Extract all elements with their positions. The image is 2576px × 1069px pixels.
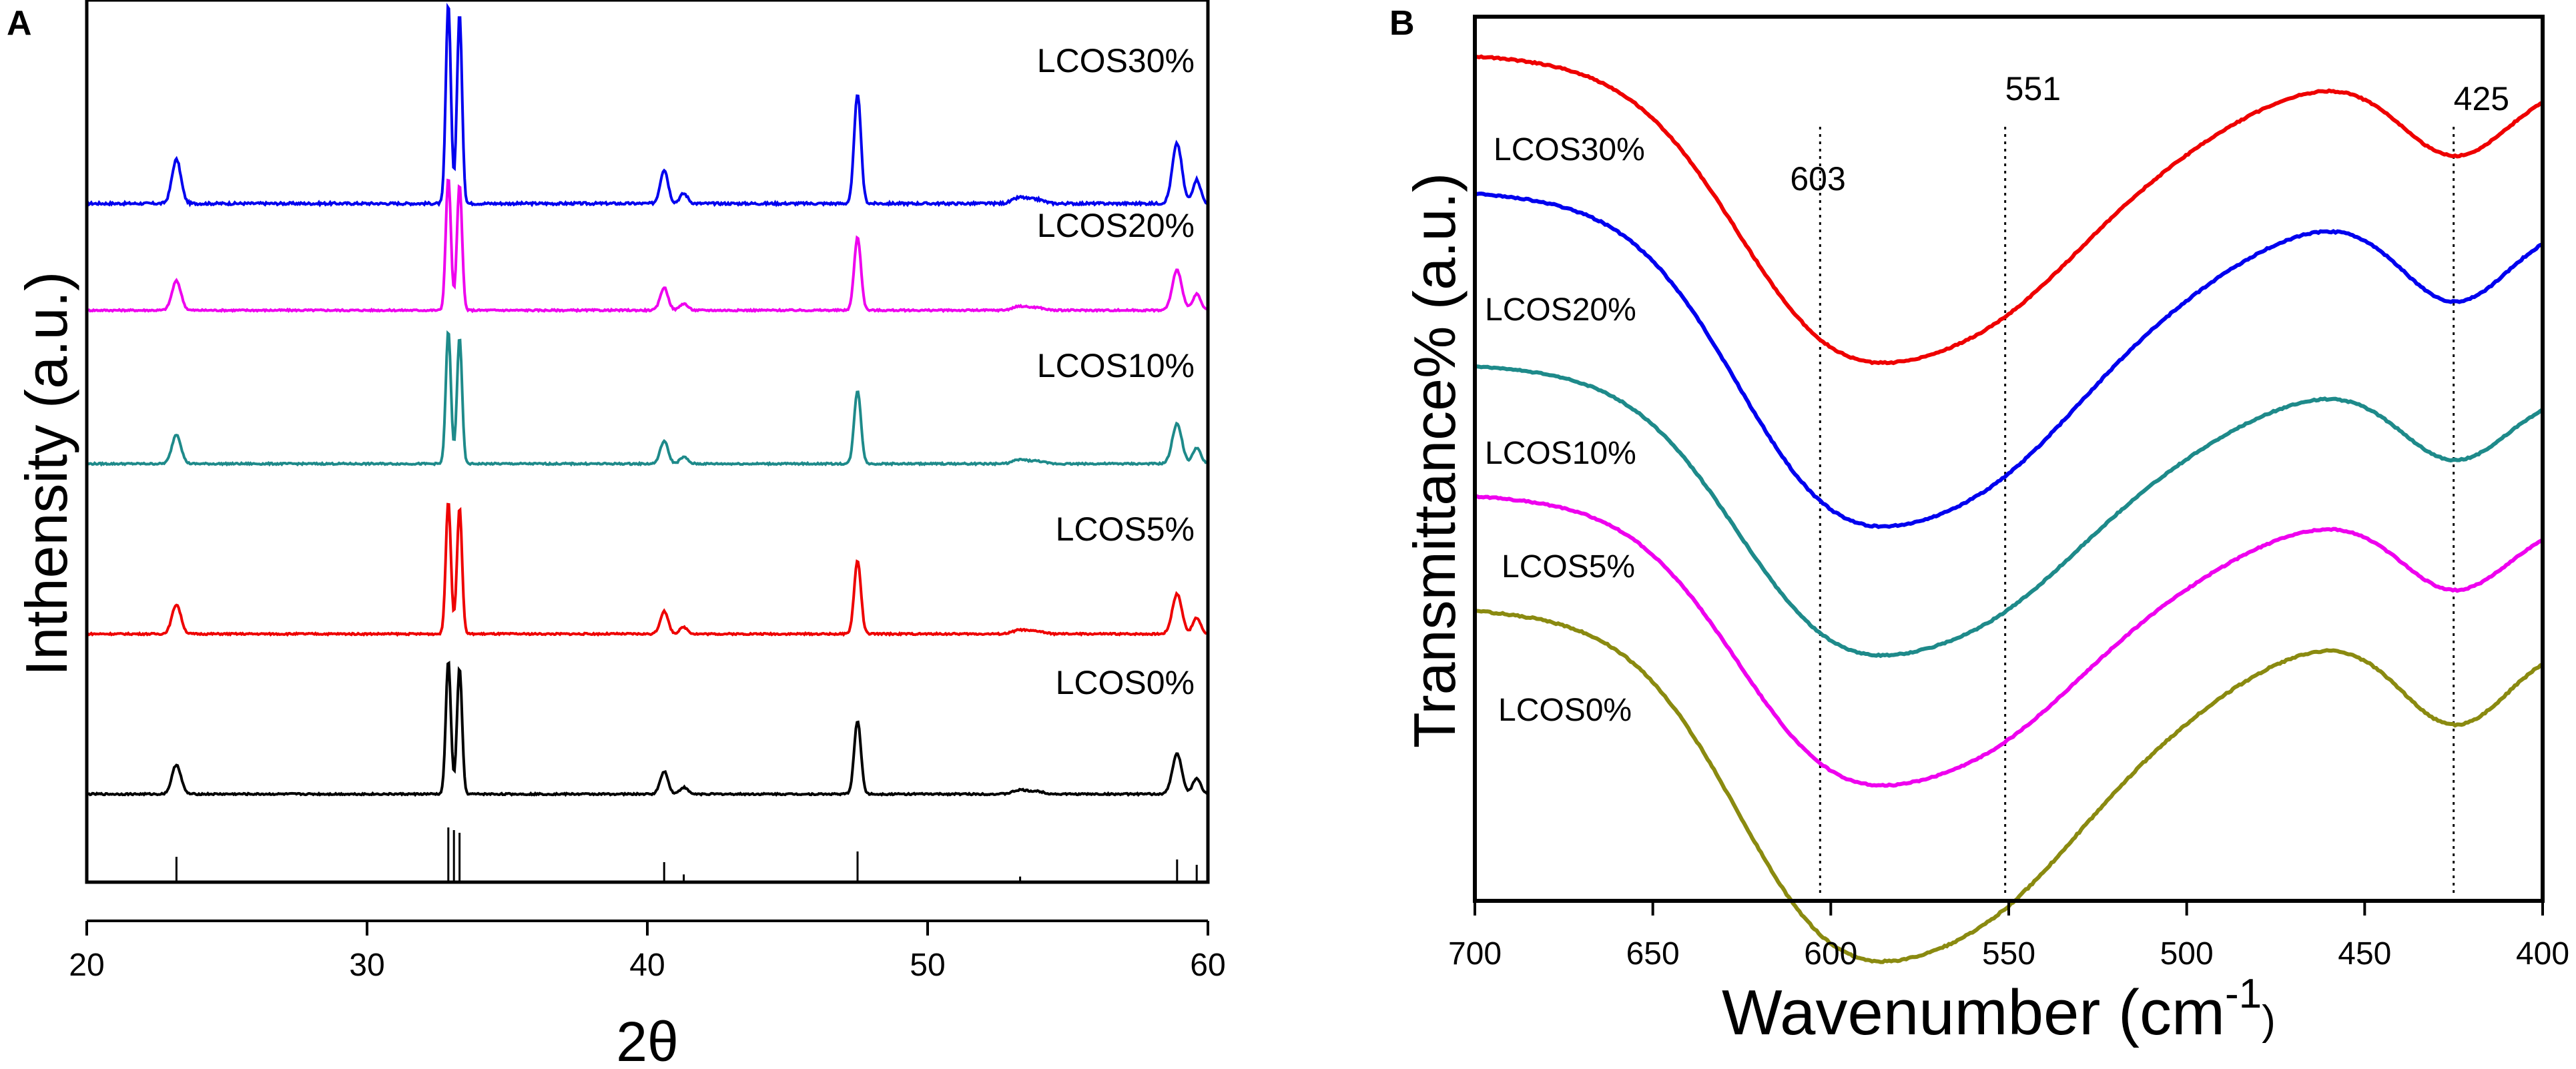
x-tick-label: 20 [69,948,104,983]
panel-b-traces [1474,54,2544,964]
x-tick-label: 30 [349,948,384,983]
xrd-series-label: LCOS20% [1037,207,1195,244]
ftir-trace-LCOS30% [1474,54,2543,366]
band-marker-label: 425 [2454,80,2509,117]
xrd-trace-LCOS20% [85,178,1209,314]
ftir-series-label: LCOS10% [1485,436,1636,471]
panel-a-y-axis-label: Inthensity (a.u.) [13,272,79,677]
panel-a-label: A [7,4,32,43]
panel-a-plot-frame [85,0,1210,884]
x-tick-label: 550 [1982,936,2035,972]
x-tick-label: 700 [1448,936,1502,972]
xrd-series-label: LCOS30% [1037,42,1195,79]
ftir-trace-LCOS10% [1474,364,2544,659]
panel-b-x-axis-label: Wavenumber (cm-1) [1722,971,2276,1048]
x-tick-label: 600 [1804,936,1857,972]
ftir-series-label: LCOS30% [1494,132,1645,167]
band-marker-label: 603 [1790,160,1845,198]
panel-b-label: B [1389,4,1415,43]
xrd-trace-LCOS30% [86,3,1209,208]
x-tick-label: 60 [1190,948,1225,983]
panel-b: B 603 551 425 700 650 600 550 500 450 400 LCOS30… [1389,4,2569,1048]
xrd-trace-LCOS10% [86,330,1209,467]
x-tick-label: 450 [2338,936,2391,972]
ftir-trace-LCOS20% [1474,192,2543,529]
panel-a-x-ticks: 20 30 40 50 60 [69,921,1226,983]
panel-a-traces [85,3,1209,797]
x-tick-label: 400 [2516,936,2569,972]
panel-a-reference-pattern [175,827,1198,881]
panel-b-annotations: 603 551 425 [1790,70,2509,898]
xrd-series-label: LCOS10% [1037,347,1195,384]
band-marker-label: 551 [2005,70,2061,107]
ftir-trace-LCOS5% [1474,494,2544,788]
ftir-series-label: LCOS5% [1502,549,1635,585]
xrd-series-label: LCOS5% [1056,510,1195,548]
x-tick-label: 50 [910,948,945,983]
xrd-trace-LCOS0% [86,661,1209,797]
panel-b-x-ticks: 700 650 600 550 500 450 400 [1448,901,2569,972]
panel-a-series-labels: LCOS30% LCOS20% LCOS10% LCOS5% LCOS0% [1037,42,1195,701]
panel-a-x-axis-label: 2θ [616,1010,678,1069]
xrd-series-label: LCOS0% [1056,664,1195,701]
panel-a: A 20 30 40 50 60 LCOS30% LCOS20% LCOS10% LCOS5%… [7,0,1226,1069]
ftir-series-label: LCOS20% [1485,292,1636,328]
x-tick-label: 40 [629,948,665,983]
panel-b-series-labels: LCOS30% LCOS20% LCOS10% LCOS5% LCOS0% [1485,132,1645,728]
x-tick-label: 650 [1626,936,1680,972]
ftir-series-label: LCOS0% [1498,693,1632,728]
x-tick-label: 500 [2160,936,2214,972]
panel-b-y-axis-label: Transmittance% (a.u.) [1401,173,1468,748]
xrd-trace-LCOS5% [86,502,1209,637]
